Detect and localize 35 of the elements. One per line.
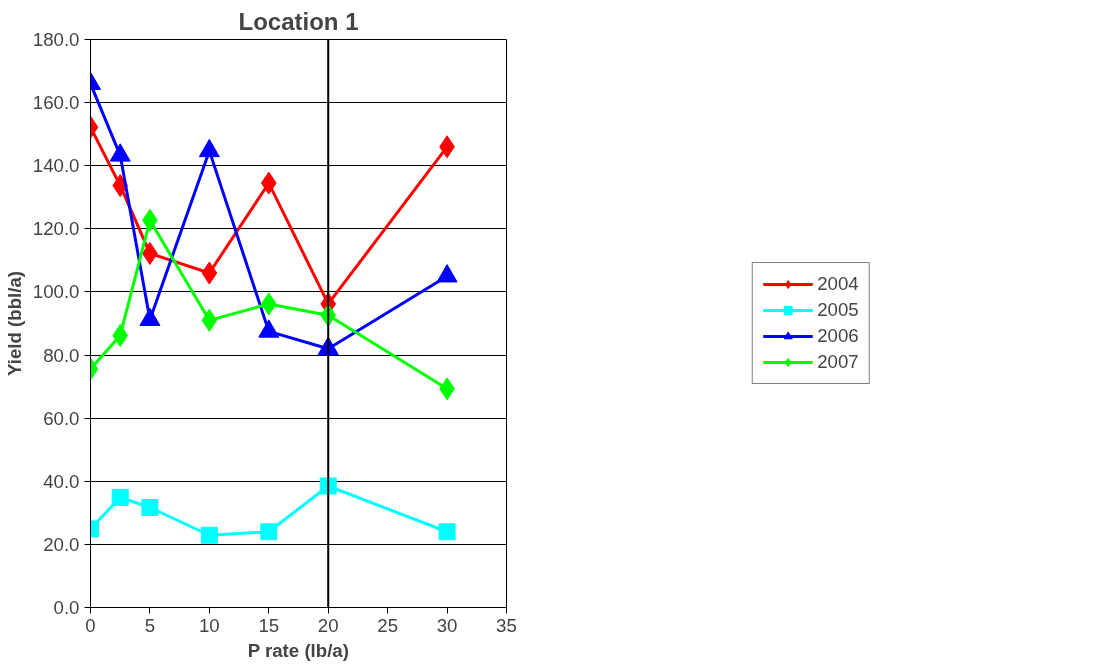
chart-title: Location 1 <box>238 7 359 35</box>
y-tick-label: 80.0 <box>43 344 80 366</box>
point <box>141 498 159 516</box>
legend-label: 2006 <box>817 325 859 347</box>
point <box>200 526 218 544</box>
y-tick-label: 100.0 <box>32 281 80 303</box>
y-tick-label: 160.0 <box>32 92 80 114</box>
y-tick-label: 140.0 <box>32 155 80 177</box>
x-tick-label: 5 <box>144 614 156 636</box>
y-tick-label: 60.0 <box>43 407 80 429</box>
x-tick-label: 35 <box>496 614 517 636</box>
legend-label: 2005 <box>817 299 859 321</box>
x-tick-label: 10 <box>198 614 220 636</box>
point <box>201 261 218 285</box>
x-tick-label: 0 <box>85 614 96 636</box>
x-tick-label: 30 <box>436 614 458 636</box>
y-axis-title: Yield (bbl/a) <box>3 270 25 377</box>
point <box>112 323 129 347</box>
x-tick-label: 20 <box>317 614 339 636</box>
y-tick-label: 20.0 <box>43 533 80 555</box>
y-tick-label: 120.0 <box>32 218 80 240</box>
legend-label: 2004 <box>817 273 859 295</box>
point <box>260 523 278 541</box>
y-tick-label: 180.0 <box>32 29 80 50</box>
y-tick-label: 0.0 <box>53 597 80 618</box>
x-axis-title: P rate (lb/a) <box>247 639 349 661</box>
point <box>201 308 218 332</box>
x-tick-label: 15 <box>258 614 280 636</box>
x-tick-label: 25 <box>377 614 399 636</box>
point <box>260 292 277 316</box>
point <box>260 171 277 195</box>
legend-label: 2007 <box>817 351 859 373</box>
point <box>111 488 129 506</box>
point <box>438 523 456 541</box>
y-tick-label: 40.0 <box>43 470 80 492</box>
